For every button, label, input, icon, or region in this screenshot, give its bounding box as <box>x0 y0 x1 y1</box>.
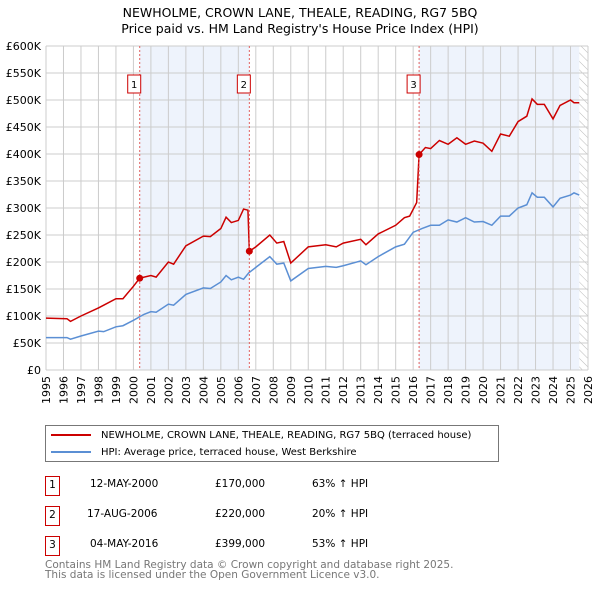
x-tick-label: 2014 <box>372 376 385 404</box>
x-tick-label: 2026 <box>582 376 595 404</box>
x-tick-label: 2013 <box>355 376 368 404</box>
footer-licence: This data is licensed under the Open Gov… <box>45 569 380 581</box>
x-tick-label: 2016 <box>407 376 420 404</box>
sale-label: 1 <box>131 80 137 91</box>
legend-label: HPI: Average price, terraced house, West… <box>101 446 357 458</box>
x-tick-label: 2021 <box>495 376 508 404</box>
legend: NEWHOLME, CROWN LANE, THEALE, READING, R… <box>45 425 499 462</box>
y-tick-label: £100K <box>6 310 42 323</box>
sale-hpi: 63% ↑ HPI <box>312 478 369 490</box>
sale-row: 2 17-AUG-2006 £220,000 20% ↑ HPI <box>45 506 485 526</box>
y-tick-label: £150K <box>6 283 42 296</box>
y-tick-label: £200K <box>6 256 42 269</box>
x-tick-label: 2020 <box>477 376 490 404</box>
x-tick-label: 2023 <box>530 376 543 404</box>
sale-label-box <box>236 74 251 94</box>
sale-date: 12-MAY-2000 <box>90 478 159 490</box>
sale-number-badge: 2 <box>45 506 60 526</box>
x-tick-label: 1999 <box>110 376 123 404</box>
series-line <box>45 97 580 323</box>
sale-number-badge: 3 <box>45 536 60 556</box>
x-tick-label: 2011 <box>320 376 333 404</box>
legend-swatch-red <box>51 434 91 436</box>
x-tick-label: 2001 <box>145 376 158 404</box>
sale-label-box <box>127 74 142 94</box>
x-tick-label: 2008 <box>267 376 280 404</box>
sale-hpi: 53% ↑ HPI <box>312 538 369 550</box>
x-tick-label: 2015 <box>390 376 403 404</box>
x-tick-label: 2012 <box>337 376 350 404</box>
x-tick-label: 2004 <box>197 376 210 404</box>
series-line <box>46 191 580 341</box>
y-tick-label: £550K <box>6 67 42 80</box>
y-tick-label: £500K <box>6 94 42 107</box>
y-tick-label: £300K <box>6 202 42 215</box>
sale-number-badge: 1 <box>45 476 60 496</box>
sale-point <box>136 274 144 282</box>
sale-price: £170,000 <box>215 478 266 490</box>
x-tick-label: 1995 <box>40 376 53 404</box>
x-tick-label: 2006 <box>232 376 245 404</box>
x-tick-label: 2022 <box>512 376 525 404</box>
sale-hpi: 20% ↑ HPI <box>312 508 369 520</box>
chart-subtitle: Price paid vs. HM Land Registry's House … <box>121 21 479 36</box>
sale-row: 1 12-MAY-2000 £170,000 63% ↑ HPI <box>45 476 485 496</box>
x-tick-label: 2005 <box>215 376 228 404</box>
x-tick-label: 2019 <box>460 376 473 404</box>
sale-label: 3 <box>410 80 416 91</box>
x-tick-label: 2010 <box>302 376 315 404</box>
x-tick-label: 2024 <box>547 376 560 404</box>
sale-point <box>415 151 423 159</box>
sale-label-box <box>406 74 421 94</box>
x-tick-label: 2002 <box>162 376 175 404</box>
y-tick-label: £600K <box>6 40 42 53</box>
legend-item-property: NEWHOLME, CROWN LANE, THEALE, READING, R… <box>46 427 471 443</box>
y-tick-label: £250K <box>6 229 42 242</box>
chart-title: NEWHOLME, CROWN LANE, THEALE, READING, R… <box>122 5 478 20</box>
legend-label: NEWHOLME, CROWN LANE, THEALE, READING, R… <box>101 429 472 441</box>
legend-item-hpi: HPI: Average price, terraced house, West… <box>46 444 357 460</box>
y-tick-label: £50K <box>13 337 42 350</box>
x-tick-label: 2025 <box>565 376 578 404</box>
sale-date: 04-MAY-2016 <box>90 538 159 550</box>
footer-copyright: Contains HM Land Registry data © Crown c… <box>45 559 454 571</box>
y-tick-label: £400K <box>6 148 42 161</box>
sale-price: £399,000 <box>215 538 266 550</box>
x-tick-label: 2000 <box>127 376 140 404</box>
x-tick-label: 2018 <box>442 376 455 404</box>
x-tick-label: 2009 <box>285 376 298 404</box>
x-tick-label: 1996 <box>57 376 70 404</box>
sale-row: 3 04-MAY-2016 £399,000 53% ↑ HPI <box>45 536 485 556</box>
x-tick-label: 1998 <box>92 376 105 404</box>
legend-swatch-blue <box>51 451 91 453</box>
y-tick-label: £0 <box>27 364 41 377</box>
x-tick-label: 2017 <box>425 376 438 404</box>
sale-price: £220,000 <box>215 508 266 520</box>
x-tick-label: 1997 <box>75 376 88 404</box>
sale-point <box>245 247 253 255</box>
footer: Contains HM Land Registry data © Crown c… <box>45 559 454 581</box>
sale-label: 2 <box>241 80 247 91</box>
y-tick-label: £450K <box>6 121 42 134</box>
sale-date: 17-AUG-2006 <box>87 508 158 520</box>
y-tick-label: £350K <box>6 175 42 188</box>
price-chart: 1995 1996 1997 1998 1999 2000 2001 2002 2003 2004… <box>6 40 595 404</box>
x-tick-label: 2003 <box>180 376 193 404</box>
x-tick-label: 2007 <box>250 376 263 404</box>
